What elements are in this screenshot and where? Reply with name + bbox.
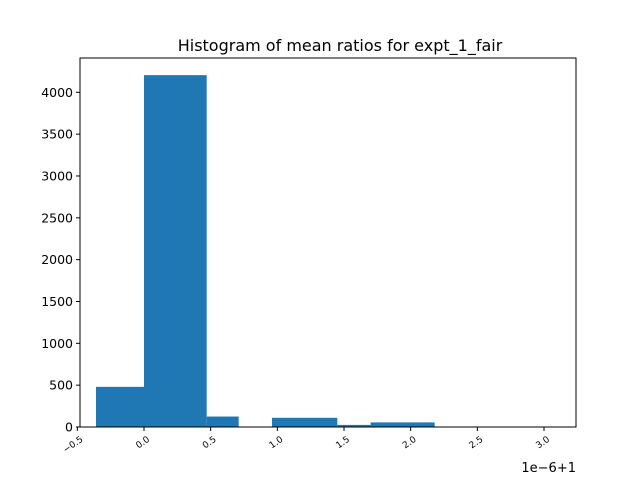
y-tick-label: 0 [65,420,73,435]
y-tick-label: 4000 [41,85,73,100]
histogram-bars [96,75,552,428]
y-tick-label: 3000 [41,168,73,183]
y-tick-label: 3500 [41,127,73,142]
x-axis-offset-label: 1e−6+1 [521,461,576,476]
y-axis: 0 500 1000 1500 2000 2500 3000 3500 4000 [41,85,80,435]
histogram-bar-4 [272,417,338,427]
y-tick-label: 1500 [41,294,73,309]
y-tick-label: 1000 [41,336,73,351]
histogram-bar-0 [96,386,144,427]
y-tick-label: 2500 [41,210,73,225]
y-tick-label: 2000 [41,252,73,267]
y-tick-label: 500 [49,378,73,393]
histogram-bar-5 [337,424,371,427]
plot-frame [79,57,577,428]
histogram-bar-1 [144,75,207,428]
chart-title: Histogram of mean ratios for expt_1_fair [178,36,503,56]
histogram-bar-2 [206,416,239,427]
histogram-bar-6 [370,422,435,427]
